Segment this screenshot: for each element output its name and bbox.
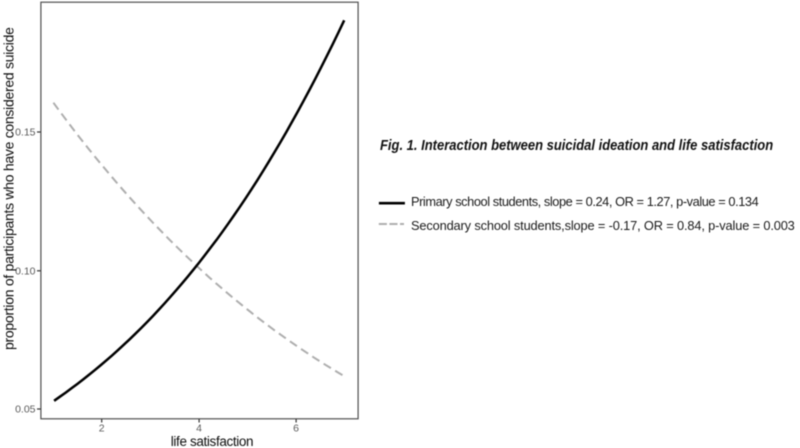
svg-text:proportion of participants who: proportion of participants who have cons… — [1, 27, 17, 350]
svg-text:6: 6 — [293, 423, 299, 435]
svg-text:0.10: 0.10 — [15, 266, 36, 278]
svg-text:2: 2 — [99, 423, 105, 435]
svg-text:4: 4 — [196, 423, 202, 435]
svg-text:life satisfaction: life satisfaction — [171, 434, 253, 448]
svg-text:0.15: 0.15 — [15, 127, 36, 139]
svg-text:0.05: 0.05 — [15, 404, 36, 416]
